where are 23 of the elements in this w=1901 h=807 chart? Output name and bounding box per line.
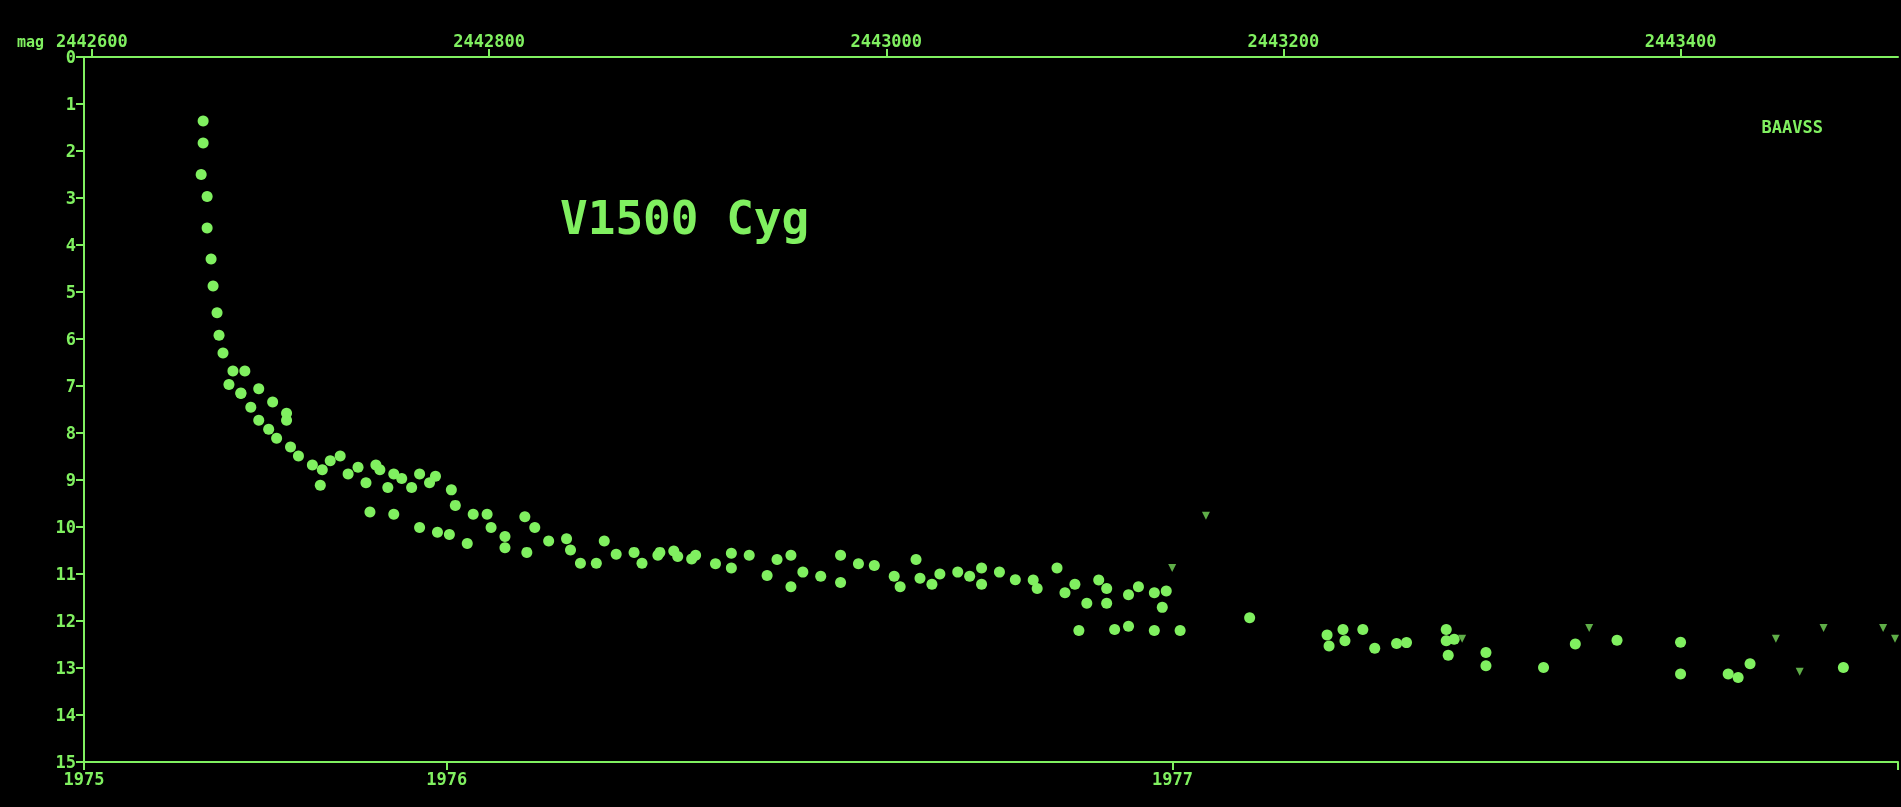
x-tick-label: 1976: [426, 768, 468, 789]
y-tick-label: 11: [55, 564, 76, 584]
x2-tick-label: 2443200: [1247, 30, 1320, 51]
y-tick-label: 8: [65, 423, 76, 443]
x2-tick-label: 2443000: [850, 30, 923, 51]
y-tick-label: 2: [65, 141, 76, 161]
y-tick-label: 3: [65, 188, 76, 208]
x2-tick-label: 2442800: [453, 30, 525, 51]
y-tick-label: 1: [65, 94, 76, 114]
y-tick-label: 6: [65, 329, 76, 349]
y-tick-label: 9: [65, 470, 76, 490]
y-tick-label: 5: [65, 282, 76, 302]
y-tick-label: 12: [55, 611, 76, 631]
x-tick-label: 1977: [1151, 768, 1193, 789]
y-tick-label: 13: [55, 658, 76, 678]
y-tick-label: 4: [65, 235, 76, 255]
y-axis-title: mag: [16, 32, 44, 51]
y-tick-label: 14: [55, 705, 76, 725]
y-tick-label: 7: [65, 376, 76, 396]
y-tick-label: 10: [55, 517, 76, 537]
text: V1500 Cyg: [560, 191, 810, 245]
x2-tick-label: 2443400: [1644, 30, 1717, 51]
annotation: BAAVSS: [1761, 116, 1824, 137]
